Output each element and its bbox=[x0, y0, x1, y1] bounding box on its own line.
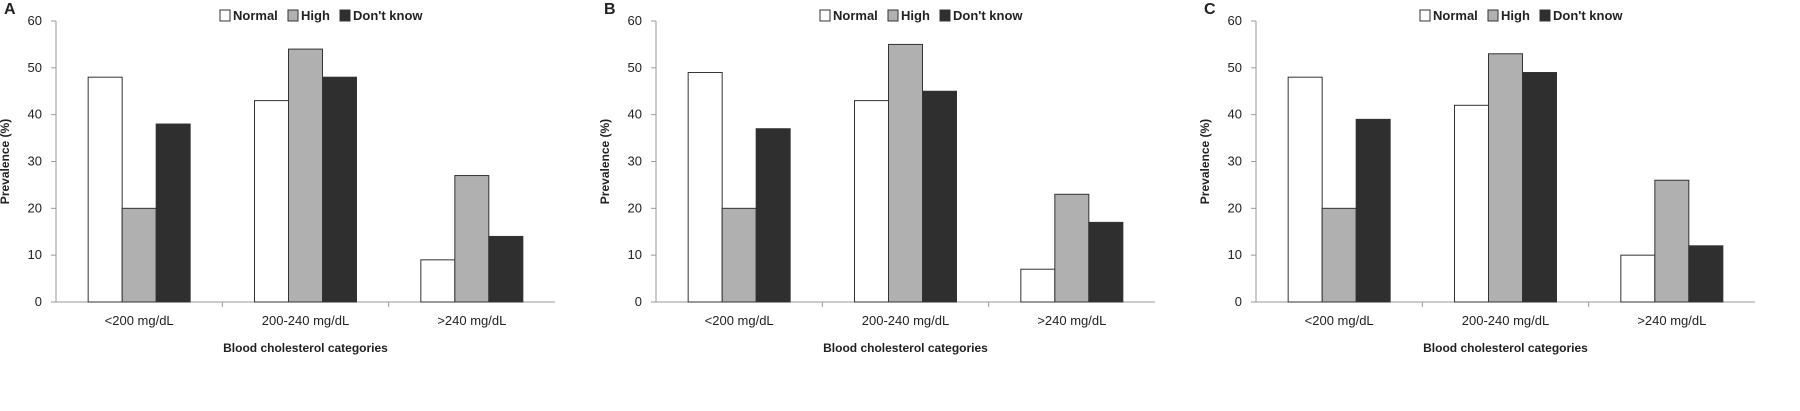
legend: Normal High Don't know bbox=[219, 8, 423, 23]
bar-don-t-know-200-mg-dl bbox=[1355, 118, 1391, 303]
x-category-label: >240 mg/dL bbox=[437, 313, 506, 328]
legend-label-don-t-know: Don't know bbox=[353, 8, 423, 23]
bar-don-t-know-240-mg-dl bbox=[1688, 245, 1724, 303]
bar-normal-200-mg-dl bbox=[1287, 76, 1323, 303]
legend-label-don-t-know: Don't know bbox=[953, 8, 1023, 23]
y-tick-label: 60 bbox=[628, 13, 642, 28]
y-tick-label: 10 bbox=[628, 247, 642, 262]
x-category-label: 200-240 mg/dL bbox=[1462, 313, 1549, 328]
x-category-label: >240 mg/dL bbox=[1037, 313, 1106, 328]
y-axis-title: Prevalence (%) bbox=[598, 119, 612, 204]
x-category-label: >240 mg/dL bbox=[1637, 313, 1706, 328]
legend-label-normal: Normal bbox=[833, 8, 878, 23]
legend-swatch-normal bbox=[219, 9, 231, 22]
bar-normal-200-240-mg-dl bbox=[854, 100, 889, 303]
chart-panel-c: C 0 10 20 30 40 50 60 Prevalence (%) <200 mg/dL 20… bbox=[1198, 1, 1755, 355]
legend-label-high: High bbox=[901, 8, 930, 23]
x-category-label: 200-240 mg/dL bbox=[862, 313, 949, 328]
x-category-label: 200-240 mg/dL bbox=[262, 313, 349, 328]
x-axis-title: Blood cholesterol categories bbox=[223, 341, 388, 355]
legend: Normal High Don't know bbox=[1419, 8, 1623, 23]
bar-high-240-mg-dl bbox=[454, 175, 490, 303]
legend-swatch-don-t-know bbox=[939, 9, 951, 22]
chart-panel-b: B 0 10 20 30 40 50 60 Prevalence (%) <200 mg/dL 20… bbox=[598, 1, 1155, 355]
legend-swatch-normal bbox=[819, 9, 831, 22]
x-axis-title: Blood cholesterol categories bbox=[823, 341, 988, 355]
chart-panel-a: A 0 10 20 30 40 50 60 Prevalence (%) <200 mg/dL 20… bbox=[0, 1, 555, 355]
y-tick-label: 30 bbox=[628, 154, 642, 169]
y-tick-label: 20 bbox=[28, 200, 42, 215]
legend-label-normal: Normal bbox=[1433, 8, 1478, 23]
legend-swatch-normal bbox=[1419, 9, 1431, 22]
y-tick-label: 20 bbox=[628, 200, 642, 215]
bar-normal-200-240-mg-dl bbox=[1454, 104, 1489, 303]
bar-don-t-know-200-240-mg-dl bbox=[322, 76, 357, 303]
bar-don-t-know-200-mg-dl bbox=[155, 123, 191, 303]
y-tick-label: 0 bbox=[35, 294, 42, 309]
y-tick-label: 0 bbox=[1235, 294, 1242, 309]
bar-high-240-mg-dl bbox=[1654, 179, 1690, 303]
y-tick-label: 50 bbox=[28, 60, 42, 75]
y-tick-label: 10 bbox=[28, 247, 42, 262]
bar-normal-240-mg-dl bbox=[1620, 254, 1656, 303]
bar-high-200-240-mg-dl bbox=[888, 43, 923, 303]
legend: Normal High Don't know bbox=[819, 8, 1023, 23]
legend-label-high: High bbox=[1501, 8, 1530, 23]
y-tick-label: 0 bbox=[635, 294, 642, 309]
y-tick-label: 40 bbox=[1228, 107, 1242, 122]
y-tick-label: 50 bbox=[1228, 60, 1242, 75]
x-category-label: <200 mg/dL bbox=[105, 313, 174, 328]
bar-don-t-know-200-240-mg-dl bbox=[1522, 72, 1557, 303]
y-axis-title: Prevalence (%) bbox=[0, 119, 12, 204]
y-tick-label: 50 bbox=[628, 60, 642, 75]
panel-letter: A bbox=[4, 1, 16, 18]
x-axis-title: Blood cholesterol categories bbox=[1423, 341, 1588, 355]
legend-swatch-don-t-know bbox=[339, 9, 351, 22]
bar-high-240-mg-dl bbox=[1054, 193, 1090, 303]
legend-swatch-high bbox=[287, 9, 299, 22]
legend-swatch-don-t-know bbox=[1539, 9, 1551, 22]
bar-high-200-mg-dl bbox=[1321, 207, 1357, 303]
y-tick-label: 30 bbox=[28, 154, 42, 169]
x-category-label: <200 mg/dL bbox=[1305, 313, 1374, 328]
y-tick-label: 40 bbox=[628, 107, 642, 122]
legend-swatch-high bbox=[887, 9, 899, 22]
legend-swatch-high bbox=[1487, 9, 1499, 22]
y-tick-label: 60 bbox=[1228, 13, 1242, 28]
bar-high-200-mg-dl bbox=[121, 207, 157, 303]
y-tick-label: 60 bbox=[28, 13, 42, 28]
legend-label-high: High bbox=[301, 8, 330, 23]
bar-high-200-mg-dl bbox=[721, 207, 757, 303]
bar-don-t-know-200-240-mg-dl bbox=[922, 90, 957, 303]
panel-letter: B bbox=[604, 1, 616, 18]
bar-normal-240-mg-dl bbox=[420, 259, 456, 303]
y-tick-label: 40 bbox=[28, 107, 42, 122]
legend-label-normal: Normal bbox=[233, 8, 278, 23]
y-tick-label: 30 bbox=[1228, 154, 1242, 169]
bar-don-t-know-240-mg-dl bbox=[1088, 221, 1124, 303]
bar-normal-200-240-mg-dl bbox=[254, 100, 289, 303]
bar-normal-240-mg-dl bbox=[1020, 268, 1056, 303]
y-axis-title: Prevalence (%) bbox=[1198, 119, 1212, 204]
bar-normal-200-mg-dl bbox=[687, 72, 723, 303]
bar-don-t-know-200-mg-dl bbox=[755, 128, 791, 303]
bar-high-200-240-mg-dl bbox=[1488, 53, 1523, 303]
panel-letter: C bbox=[1204, 1, 1216, 18]
bar-high-200-240-mg-dl bbox=[288, 48, 323, 303]
bar-normal-200-mg-dl bbox=[87, 76, 123, 303]
legend-label-don-t-know: Don't know bbox=[1553, 8, 1623, 23]
y-tick-label: 10 bbox=[1228, 247, 1242, 262]
x-category-label: <200 mg/dL bbox=[705, 313, 774, 328]
y-tick-label: 20 bbox=[1228, 200, 1242, 215]
bar-don-t-know-240-mg-dl bbox=[488, 235, 524, 303]
